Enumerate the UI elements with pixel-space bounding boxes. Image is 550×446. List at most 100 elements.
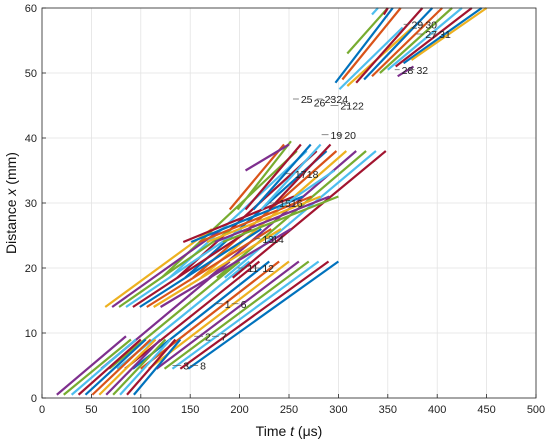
series-line-50-1: [371, 7, 379, 16]
annotation-label-3: 3: [183, 361, 189, 373]
series-line-17-1: [132, 228, 253, 308]
series-line-27-1: [222, 195, 339, 244]
series-line-36-1: [334, 7, 394, 84]
series-line-43-1: [379, 7, 453, 74]
annotation-label-29: 29: [412, 19, 424, 31]
series-line-11-2: [179, 260, 330, 370]
series-line-33-1: [268, 143, 332, 211]
series-line-6-2: [140, 260, 280, 370]
series-line-51-1: [382, 7, 389, 16]
series-line-35-1: [244, 143, 290, 172]
series-line-1-1: [56, 335, 127, 396]
x-axis-label-part-3: (μs): [294, 423, 322, 439]
series-line-37-1: [341, 7, 402, 81]
annotation-label-13: 13: [262, 234, 274, 246]
x-tick-label: 500: [527, 404, 545, 416]
annotation-label-16: 16: [291, 198, 303, 210]
series-line-49-1: [397, 65, 415, 78]
series-line-9-1: [112, 338, 167, 396]
annotation-label-20: 20: [344, 130, 356, 142]
series-layer: [56, 7, 488, 396]
annotation-label-12: 12: [262, 263, 274, 275]
annotation-label-25: 25: [301, 94, 313, 106]
series-line-2-1: [63, 338, 132, 396]
series-line-28-1: [228, 143, 285, 211]
series-line-24-1: [198, 195, 313, 244]
series-line-4-1: [77, 338, 142, 396]
series-line-10-2: [171, 260, 320, 370]
y-tick-label: 50: [25, 68, 37, 80]
series-line-7-1: [98, 338, 157, 396]
annotation-label-18: 18: [307, 169, 319, 181]
series-line-20-1: [153, 228, 282, 308]
annotation-label-7: 7: [221, 331, 227, 343]
x-tick-label: 250: [280, 404, 298, 416]
annotation-label-26: 26: [314, 97, 326, 109]
x-tick-label: 450: [477, 404, 495, 416]
series-line-12-2: [187, 260, 340, 370]
series-line-10-3: [224, 150, 377, 279]
annotation-label-21: 21: [340, 101, 352, 113]
series-line-8-2: [155, 260, 300, 370]
annotation-label-1: 1: [225, 299, 231, 311]
annotation-label-27: 27: [425, 29, 437, 41]
y-tick-label: 60: [25, 3, 37, 15]
x-tick-label: 200: [230, 404, 248, 416]
y-tick-label: 10: [25, 328, 37, 340]
x-tick-label: 150: [181, 404, 199, 416]
y-axis-label-part-1: Distance: [3, 196, 19, 254]
y-tick-label: 40: [25, 133, 37, 145]
series-line-5-1: [84, 338, 147, 396]
annotation-label-11: 11: [248, 263, 259, 275]
series-line-6-1: [91, 338, 152, 396]
annotation-label-6: 6: [241, 299, 247, 311]
annotation-label-14: 14: [272, 234, 284, 246]
series-line-11-1: [126, 338, 177, 396]
annotation-label-31: 31: [439, 29, 451, 41]
series-line-30-1: [244, 143, 302, 211]
series-line-31-1: [252, 143, 312, 211]
y-tick-label: 20: [25, 263, 37, 275]
annotation-label-23: 23: [325, 94, 337, 106]
series-line-48-1: [346, 7, 389, 55]
series-line-13-1: [104, 228, 213, 308]
annotation-label-2: 2: [205, 331, 211, 343]
annotation-label-32: 32: [416, 65, 428, 77]
series-line-40-1: [355, 7, 424, 84]
series-line-16-1: [125, 228, 243, 308]
series-line-10-1: [119, 338, 172, 396]
series-line-41-1: [363, 7, 434, 81]
annotation-label-15: 15: [279, 198, 291, 210]
x-tick-label: 400: [428, 404, 446, 416]
annotation-label-30: 30: [425, 19, 437, 31]
series-line-9-2: [163, 260, 310, 370]
annotation-label-22: 22: [352, 101, 364, 113]
x-axis-label-var: t: [290, 423, 295, 439]
x-axis-label: Time t (μs): [256, 423, 323, 439]
series-line-11-3: [231, 150, 387, 279]
x-tick-label: 50: [85, 404, 97, 416]
series-line-29-1: [236, 140, 292, 211]
series-line-4-2: [124, 260, 261, 370]
series-line-19-1: [146, 228, 272, 308]
series-line-14-1: [111, 228, 223, 308]
y-axis-label: Distance x (mm): [3, 152, 19, 254]
annotation-label-17: 17: [295, 169, 307, 181]
series-line-47-1: [410, 7, 488, 61]
annotation-label-8: 8: [200, 361, 206, 373]
series-line-32-1: [260, 143, 322, 211]
annotation-label-28: 28: [402, 65, 414, 77]
series-line-44-1: [387, 7, 463, 71]
x-tick-label: 0: [39, 404, 45, 416]
series-line-3-1: [70, 338, 137, 396]
series-line-42-1: [371, 7, 443, 78]
series-line-12-1: [133, 338, 182, 396]
x-tick-label: 300: [329, 404, 347, 416]
series-line-2-2: [108, 260, 241, 370]
x-axis-label-part-1: Time: [256, 423, 290, 439]
x-tick-label: 100: [132, 404, 150, 416]
tick-layer: 0 50 100 150 200 250 300 350 400 450 500 0 10 20 30 40 5…: [25, 3, 545, 416]
series-line-45-1: [395, 7, 473, 68]
